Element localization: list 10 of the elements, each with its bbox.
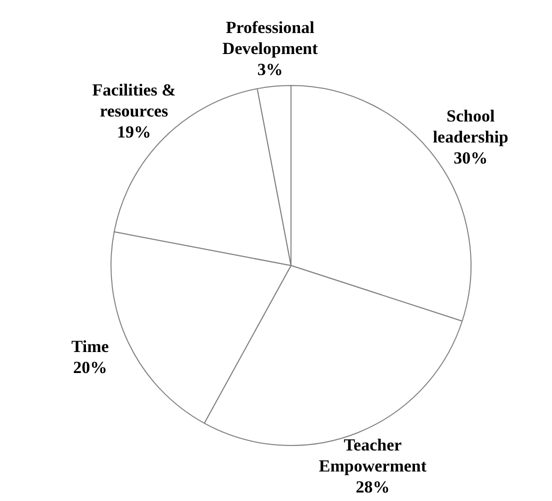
slice-label: Facilities & resources <box>92 80 176 120</box>
slice-label: School leadership <box>432 106 508 146</box>
slice-label: Time <box>71 336 110 356</box>
slice-label: Teacher Empowerment <box>318 436 427 476</box>
slice-label: Professional Development <box>222 18 318 58</box>
data-label: 3% <box>257 60 283 79</box>
data-label: 28% <box>356 478 390 497</box>
data-label: 19% <box>117 122 152 142</box>
data-label: 20% <box>73 358 108 377</box>
data-label: 30% <box>454 148 488 168</box>
